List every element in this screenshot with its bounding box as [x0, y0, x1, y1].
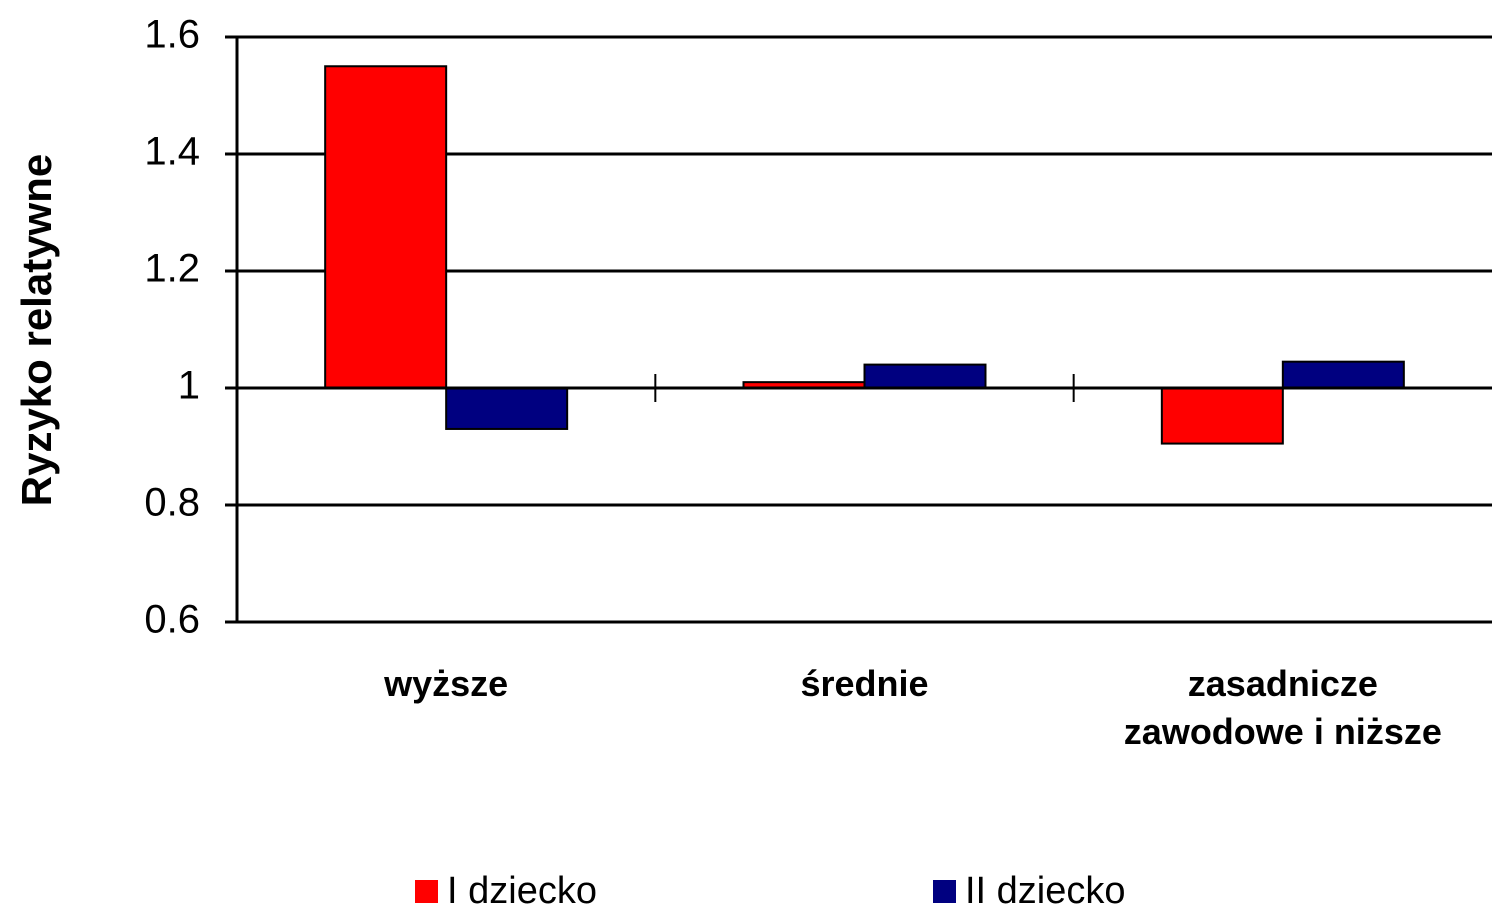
- x-tick-label: zasadnicze zawodowe i niższe: [1123, 663, 1442, 752]
- y-tick-label: 1.2: [144, 247, 200, 291]
- legend-swatch: [415, 880, 438, 903]
- y-tick-label: 0.8: [144, 481, 200, 525]
- y-axis-label: Ryzyko relatywne: [13, 154, 60, 507]
- x-tick-label: średnie: [800, 663, 929, 704]
- legend-label: I dziecko: [447, 870, 597, 911]
- bar: [863, 363, 987, 390]
- legend-label: II dziecko: [965, 870, 1126, 911]
- y-tick-label: 0.6: [144, 598, 200, 642]
- y-tick-label: 1.6: [144, 13, 200, 57]
- bar: [324, 65, 448, 389]
- y-tick-label: 1: [178, 364, 200, 408]
- x-tick-label: wyższe: [384, 663, 509, 704]
- bar: [445, 387, 569, 430]
- bar: [1160, 387, 1284, 445]
- y-tick-label: 1.4: [144, 130, 200, 174]
- bar: [1281, 360, 1405, 389]
- legend-swatch: [933, 880, 956, 903]
